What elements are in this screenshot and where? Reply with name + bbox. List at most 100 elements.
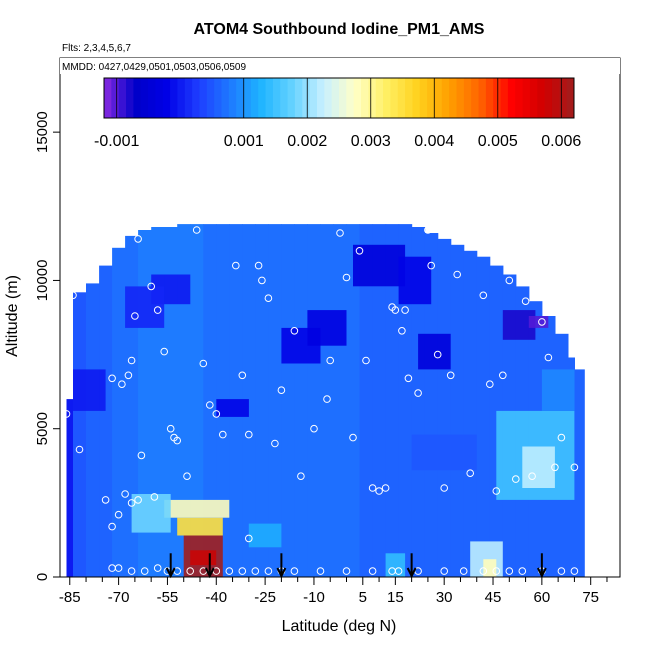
sample-point (271, 439, 279, 448)
sample-point (355, 247, 364, 255)
sample-point (459, 567, 468, 575)
sample-point (398, 327, 406, 335)
sample-point (245, 430, 253, 439)
colorbar-segment (199, 78, 208, 118)
sample-point (326, 356, 335, 365)
curtain-feature (398, 256, 432, 305)
curtain-column (398, 224, 413, 577)
colorbar-segment (265, 78, 274, 118)
colorbar-segment (236, 78, 245, 118)
colorbar-segment (434, 78, 443, 118)
sample-point (368, 567, 377, 575)
sample-point (424, 226, 432, 234)
sample-point (101, 496, 110, 504)
y-tick-label: 0 (34, 573, 51, 581)
curtain-feature (131, 494, 171, 533)
colorbar-segment (258, 78, 267, 118)
colorbar-segment (162, 78, 171, 118)
sample-point (375, 487, 383, 495)
colorbar-segment (228, 78, 237, 118)
sample-point (427, 261, 436, 270)
profile-arrow (165, 553, 176, 579)
sample-point (127, 567, 136, 575)
colorbar-tick-label: 0.005 (478, 133, 518, 150)
colorbar-frame (103, 77, 575, 119)
y-axis: 0 5000 10000 15000 (34, 111, 60, 581)
colorbar-segment (441, 78, 450, 118)
sample-point (127, 499, 136, 507)
colorbar-segment (111, 78, 120, 118)
sample-point (368, 484, 377, 492)
colorbar-segment (250, 78, 259, 118)
chart-subtitle-flights: Flts: 2,3,4,5,6,7 (62, 43, 131, 54)
sample-point (466, 469, 475, 478)
sample-point (499, 371, 507, 380)
x-tick-label: 60 (534, 589, 551, 606)
colorbar-tick-label: -0.001 (94, 133, 139, 150)
colorbar-segment (551, 78, 560, 118)
feature-layer (73, 244, 575, 577)
profile-arrow (204, 553, 215, 579)
colorbar-segment (302, 78, 311, 118)
colorbar-tick-label: 0.001 (224, 133, 264, 150)
sample-point (362, 356, 370, 365)
colorbar-segment (449, 78, 457, 118)
sample-points-layer (62, 226, 579, 575)
colorbar-segment (383, 78, 391, 118)
colorbar-segment (346, 78, 355, 118)
colorbar-segment (427, 78, 435, 118)
colorbar-segment (515, 78, 524, 118)
chart-subtitle-dates: MMDD: 0427,0429,0501,0503,0506,0509 (62, 62, 246, 73)
sample-point (118, 380, 126, 389)
sample-point (440, 567, 449, 575)
x-tick-label: 15 (387, 589, 404, 606)
sample-point (391, 306, 400, 314)
sample-point (124, 371, 133, 380)
colorbar-segment (471, 78, 480, 118)
curtain-column (66, 399, 74, 577)
sample-point (316, 567, 325, 575)
colorbar-segment (390, 78, 399, 118)
sample-point (570, 567, 579, 575)
curtain-feature (411, 434, 477, 471)
colorbar-segment (316, 78, 325, 118)
colorbar-segment (148, 78, 156, 118)
colorbar-tick-label: 0.004 (414, 133, 454, 150)
colorbar-segment (566, 78, 575, 118)
curtain-column (333, 224, 348, 577)
curtain-column (86, 283, 100, 577)
curtain-feature (522, 446, 555, 488)
sample-point (160, 347, 168, 356)
curtain-column (177, 224, 191, 577)
sample-point (290, 327, 299, 335)
sample-point (528, 472, 536, 481)
sample-point (134, 235, 142, 243)
colorbar-segment (537, 78, 546, 118)
curtain-column (99, 265, 113, 577)
colorbar-segment (529, 78, 538, 118)
sample-point (479, 291, 488, 300)
sample-point (264, 567, 273, 575)
colorbar-segment (456, 78, 465, 118)
curtain-column (242, 224, 256, 577)
curtain-column (294, 224, 308, 577)
sample-point (238, 567, 247, 575)
y-tick-label: 10000 (34, 260, 51, 302)
colorbar: -0.001 0.001 0.002 0.003 0.004 0.005 0.006 (94, 77, 581, 150)
curtain-feature (541, 369, 575, 411)
sample-point (238, 371, 247, 380)
colorbar-segment (177, 78, 186, 118)
sample-point (557, 433, 566, 442)
curtain-feature (248, 523, 282, 548)
sample-point (492, 567, 501, 575)
sample-point (186, 567, 194, 575)
colorbar-tick-label: 0.002 (287, 133, 327, 150)
sample-point (251, 567, 260, 575)
x-axis: -85 -70 -55 -40 -25 -10 5 15 30 45 60 75 (59, 577, 608, 606)
colorbar-segment (559, 78, 568, 118)
plot-area (59, 57, 621, 579)
sample-point (551, 463, 559, 472)
colorbar-segment (485, 78, 494, 118)
sample-point (153, 564, 162, 572)
sample-point (127, 356, 136, 365)
